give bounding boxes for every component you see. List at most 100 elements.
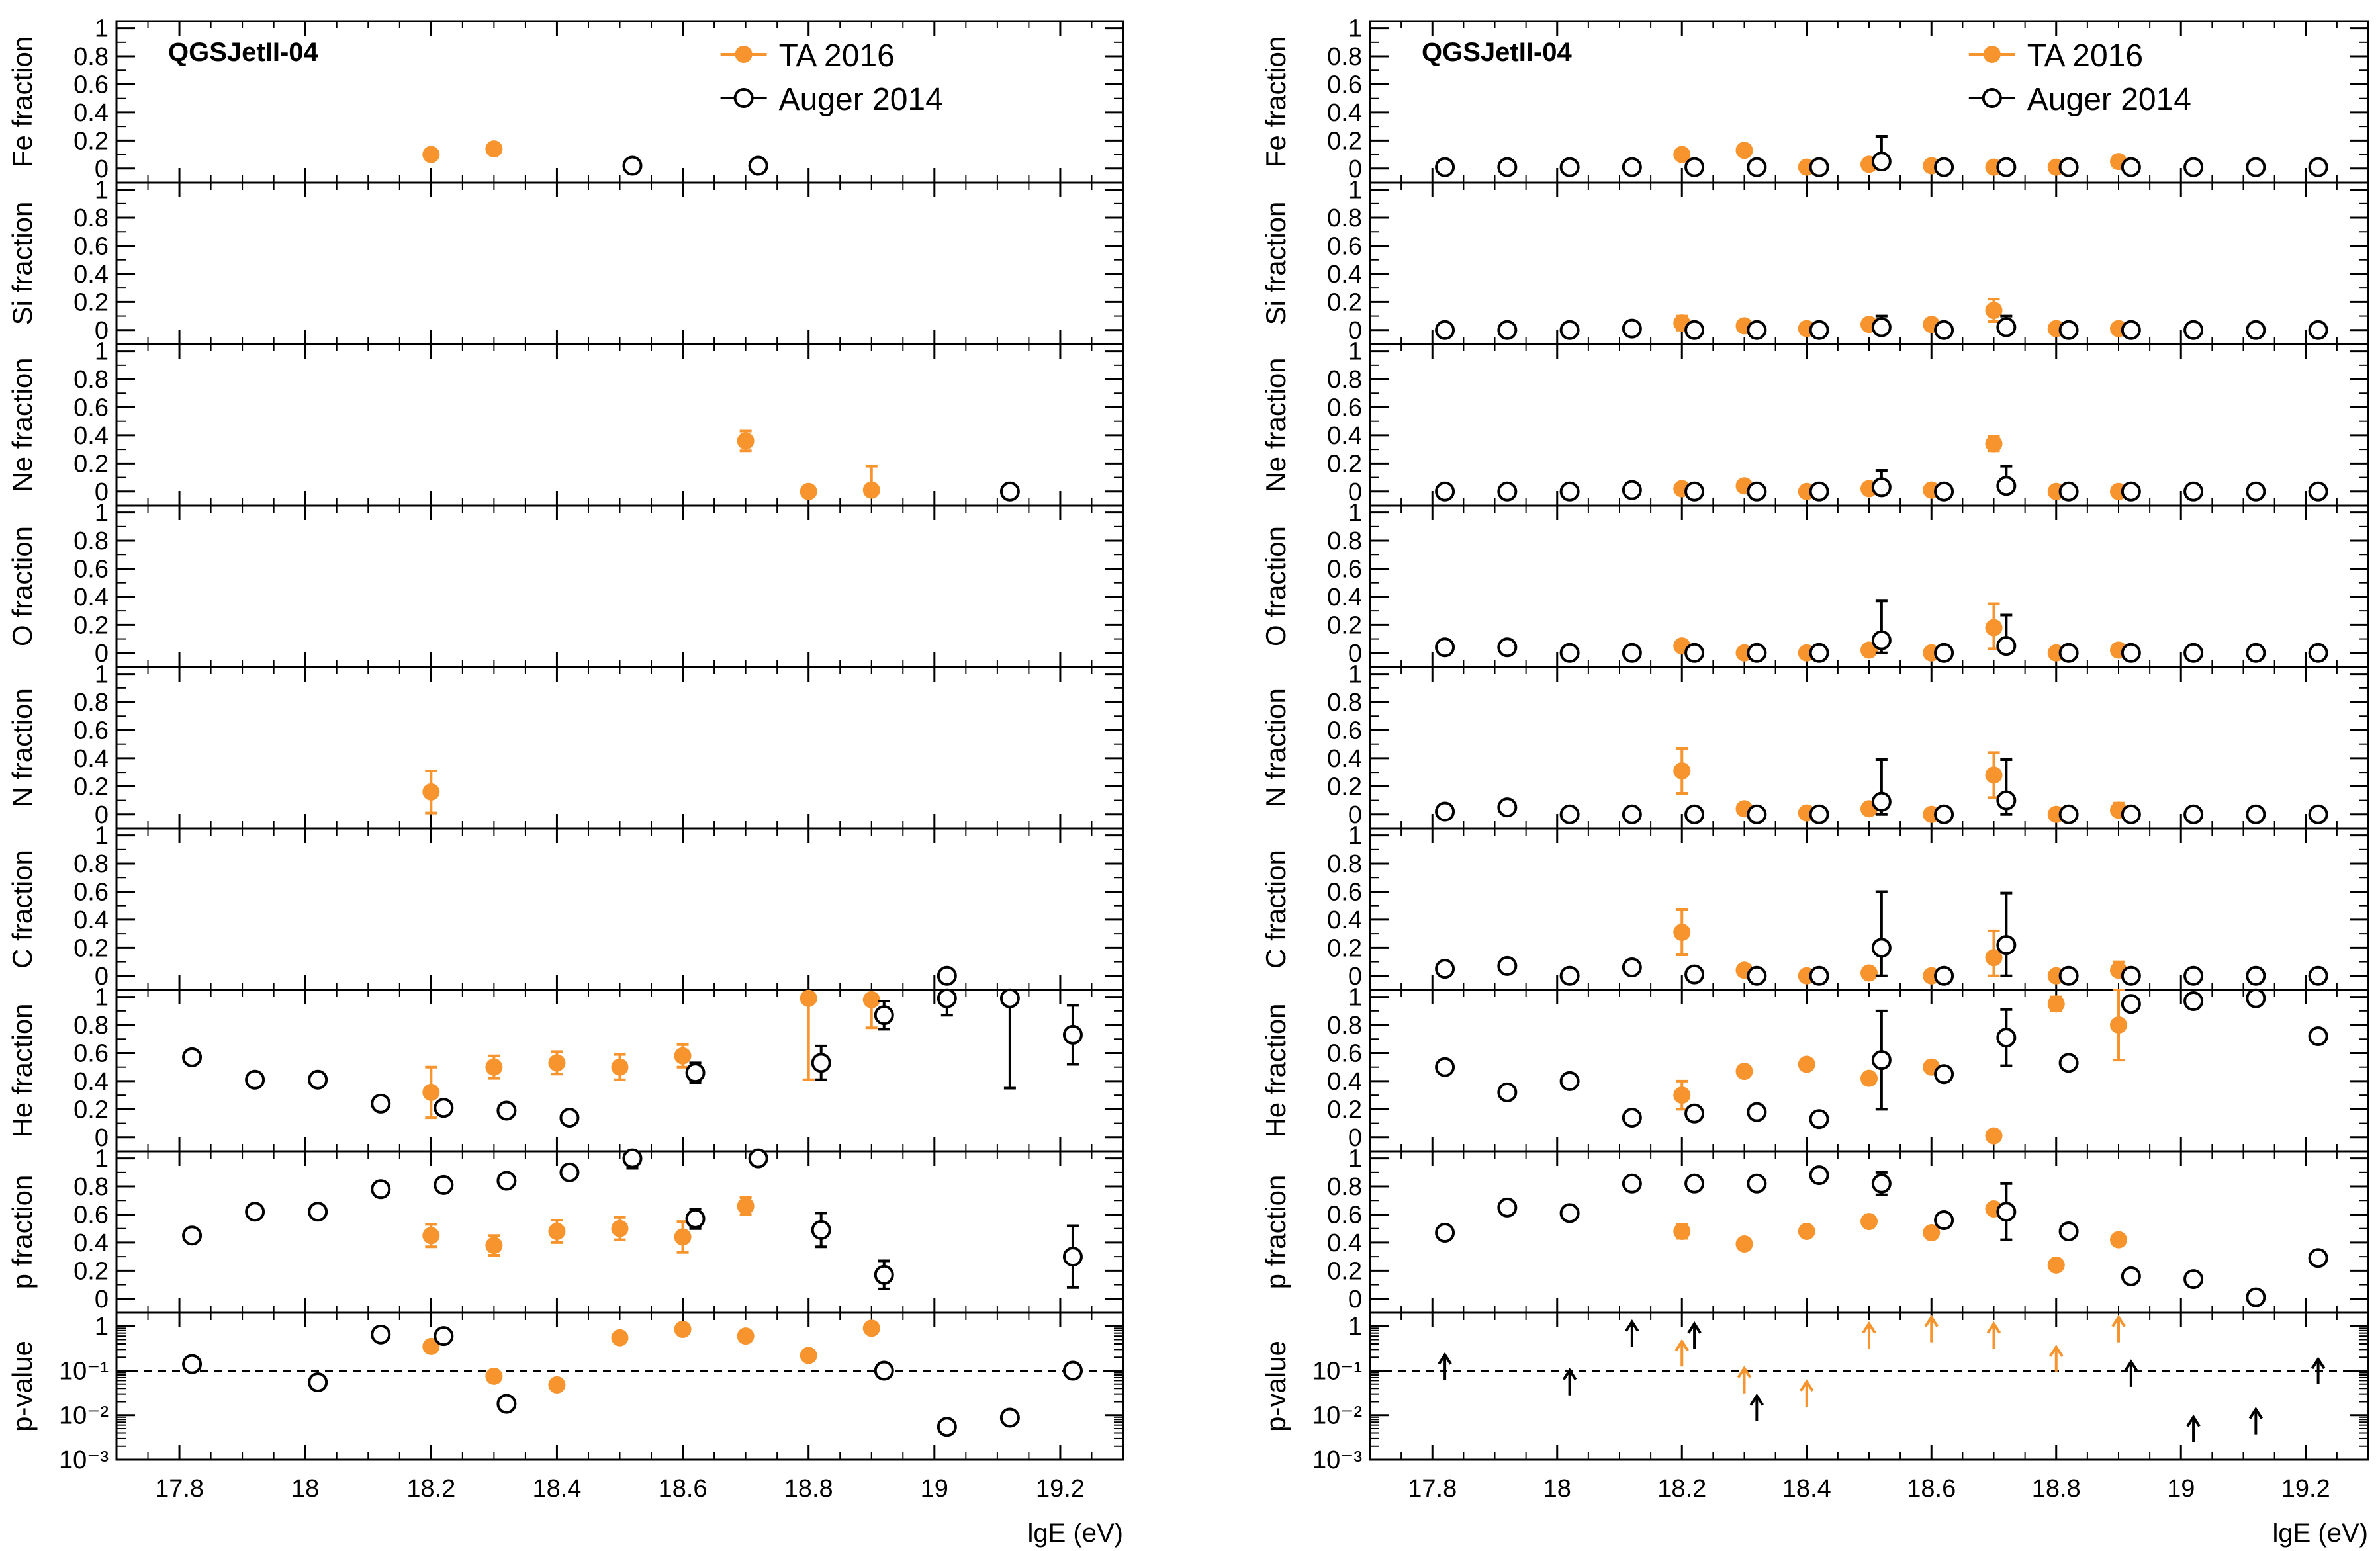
legend: TA 2016 Auger 2014 [720, 38, 943, 117]
x-tick-label: 19.2 [2281, 1475, 2330, 1503]
series-ta-2016 [422, 140, 503, 163]
data-point [611, 1329, 629, 1347]
data-point [1559, 157, 1580, 177]
y-axis-label: O fraction [7, 526, 38, 646]
data-point [308, 1372, 328, 1392]
model-label: QGSJetII-04 [168, 38, 319, 67]
data-point [1871, 791, 1892, 812]
y-axis-label: Fe fraction [7, 36, 38, 167]
data-point [2246, 804, 2266, 824]
panel-he-fraction: 00.20.40.60.81 He fraction [1260, 984, 2369, 1153]
data-point [1622, 1173, 1642, 1194]
data-point [2183, 320, 2204, 340]
data-point [1559, 965, 1580, 986]
data-point [422, 1337, 440, 1355]
data-point [622, 155, 643, 176]
y-tick-label: 0.8 [73, 527, 109, 555]
data-point [2121, 320, 2141, 340]
data-point [1559, 1203, 1580, 1223]
y-axis-label: C fraction [1260, 850, 1291, 969]
y-axis-label: Ne fraction [7, 357, 38, 492]
data-point [1684, 481, 1705, 502]
data-point [937, 988, 957, 1008]
data-point [2058, 965, 2079, 986]
legend-marker [1983, 46, 2001, 63]
y-tick-label: 0.4 [1327, 422, 1362, 450]
data-point [674, 1047, 692, 1065]
y-tick-label: 0 [1348, 801, 1362, 829]
panel-p-fraction: 00.20.40.60.81 p fraction [1260, 1145, 2369, 1314]
y-tick-label: 0.2 [1327, 934, 1362, 962]
y-tick-label: 0.4 [73, 261, 109, 288]
y-axis-label: C fraction [7, 850, 38, 969]
series-auger-2014 [1435, 599, 2328, 663]
x-tick-label: 18.4 [1782, 1475, 1831, 1503]
series-ta-2016 [422, 989, 880, 1120]
data-point [1735, 142, 1753, 159]
y-tick-label: 0.8 [73, 43, 109, 71]
data-point [1497, 955, 1518, 976]
y-axis-label: p-value [7, 1341, 38, 1432]
arrow-head [1924, 1314, 1939, 1327]
data-point [1622, 804, 1642, 824]
x-tick-label: 18.8 [2032, 1475, 2081, 1503]
data-point [1934, 1064, 1954, 1085]
data-point [1996, 935, 2017, 955]
panel-c-fraction: 00.20.40.60.81 C fraction [7, 822, 1124, 991]
data-point [1062, 1247, 1083, 1267]
y-tick-label: 1 [95, 661, 109, 689]
y-tick-label: 0.8 [73, 204, 109, 232]
data-point [1497, 637, 1518, 658]
y-tick-label: 0 [95, 317, 109, 345]
y-axis-label: Si fraction [1260, 202, 1291, 326]
y-tick-label: 0 [1348, 640, 1362, 668]
y-tick-label: 1 [1348, 338, 1362, 366]
data-point [1559, 1071, 1580, 1091]
y-tick-label: 0.8 [1327, 43, 1362, 71]
data-point [674, 1228, 692, 1246]
data-point [1996, 1028, 2017, 1048]
data-point [999, 1407, 1020, 1428]
data-point [1684, 1103, 1705, 1124]
data-point [1747, 1102, 1767, 1122]
data-point [1871, 152, 1892, 172]
data-point [1622, 318, 1642, 339]
data-point [2246, 965, 2266, 986]
data-point [862, 481, 880, 499]
series-auger-2014 [1435, 890, 2328, 986]
data-point [2246, 1287, 2266, 1307]
panel-he-fraction: 00.20.40.60.81 He fraction [7, 984, 1124, 1153]
series-auger-2014 [1435, 758, 2328, 824]
y-tick-label: 0.6 [1327, 717, 1362, 744]
y-tick-label: 0.4 [1327, 907, 1362, 934]
data-point [1860, 964, 1878, 982]
data-point [2183, 643, 2204, 663]
y-tick-label: 0.8 [1327, 366, 1362, 394]
arrow-head [1737, 1366, 1752, 1378]
panel-c-fraction: 00.20.40.60.81 C fraction [1260, 822, 2369, 991]
series-auger-2014 [182, 1324, 1083, 1437]
data-point [611, 1058, 629, 1076]
y-tick-label: 0.4 [73, 584, 109, 611]
series-auger-2014 [182, 988, 1083, 1128]
y-tick-label: 0.8 [73, 850, 109, 878]
data-point [1934, 320, 1954, 340]
legend-entry: TA 2016 [2027, 38, 2143, 73]
data-point [1871, 317, 1892, 337]
y-tick-label: 10⁻² [1312, 1402, 1362, 1430]
data-point [1497, 481, 1518, 502]
panel-si-fraction: 00.20.40.60.81 Si fraction [7, 177, 1124, 345]
data-point [2110, 1231, 2127, 1249]
series-ta-2016 [422, 1196, 755, 1257]
y-tick-label: 0.2 [1327, 773, 1362, 801]
data-point [559, 1108, 580, 1128]
legend-entry: TA 2016 [779, 38, 895, 73]
data-point [2246, 643, 2266, 663]
data-point [1622, 1108, 1642, 1128]
data-point [2246, 988, 2266, 1008]
data-point [1622, 643, 1642, 663]
data-point [308, 1069, 328, 1090]
panel-si-fraction: 00.20.40.60.81 Si fraction [1260, 177, 2369, 345]
y-axis-label: N fraction [1260, 688, 1291, 807]
